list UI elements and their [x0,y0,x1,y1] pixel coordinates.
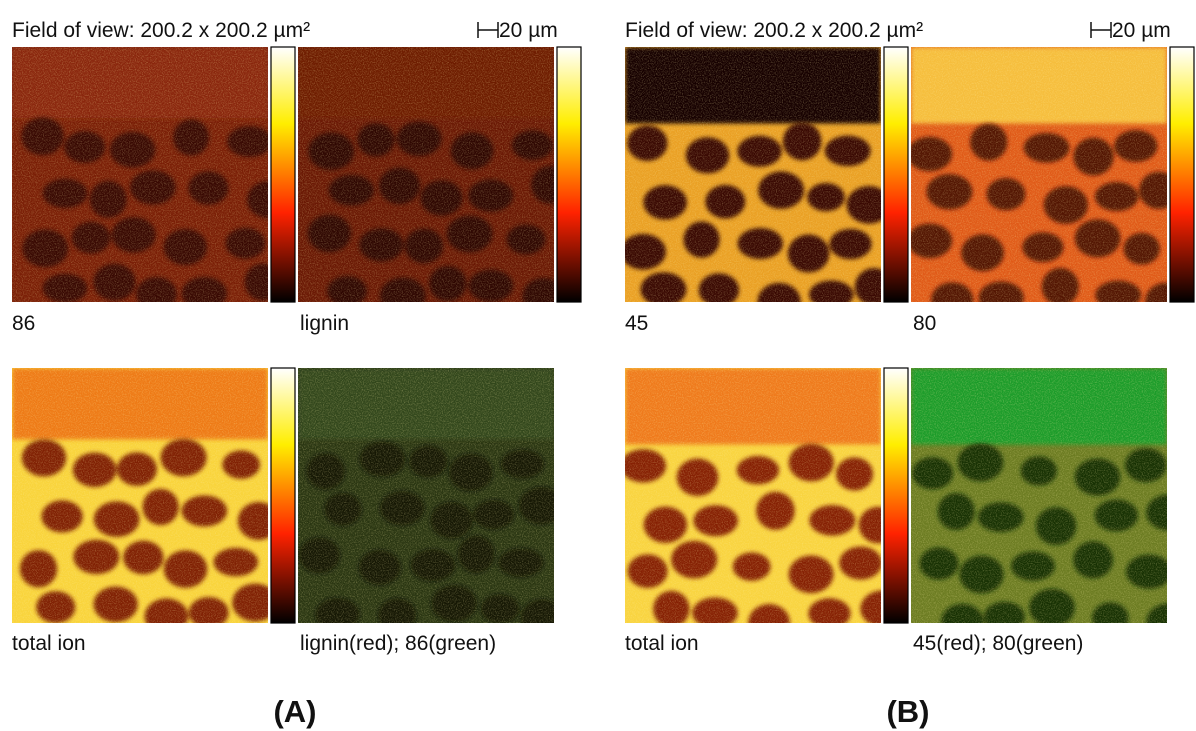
color-bar [884,368,908,623]
grain [12,47,268,302]
micrograph [620,47,893,320]
micrograph [12,47,290,311]
micrograph [298,368,565,637]
grain [911,47,1167,302]
color-bar [1170,47,1194,302]
grain [298,368,554,623]
micrograph [907,47,1186,320]
micrograph [12,368,279,635]
micrograph-content [620,47,893,320]
image-label: 80 [913,312,936,335]
image-label: 45(red); 80(green) [913,632,1083,655]
micrograph-content [621,368,906,642]
figure: Field of view: 200.2 x 200.2 µm² 20 µm 86 l… [0,0,1196,731]
page: Field of view: 200.2 x 200.2 µm² 20 µm 86 l… [0,0,1196,731]
image-label: lignin [300,312,349,335]
color-bar [557,47,581,302]
image-label: 45 [625,312,648,335]
field-of-view: Field of view: 200.2 x 200.2 µm² [625,19,923,42]
image-label: total ion [625,632,699,655]
micrograph-content [907,47,1186,320]
grain [12,368,268,623]
panel-caption: (B) [886,694,929,729]
scale-bar-label: 20 µm [499,19,558,42]
grain [625,368,881,623]
color-bar [884,47,908,302]
micrograph [298,47,568,316]
grain [911,368,1167,623]
micrograph-content [298,47,568,316]
image-label: lignin(red); 86(green) [300,632,496,655]
grain [298,47,554,302]
micrograph [621,368,906,642]
grain [625,47,881,302]
micrograph-content [12,368,279,635]
micrograph-content [298,368,565,637]
color-bar [271,368,295,623]
image-label: total ion [12,632,86,655]
micrograph [911,368,1192,641]
field-of-view: Field of view: 200.2 x 200.2 µm² [12,19,310,42]
micrograph-content [12,47,290,311]
micrograph-content [911,368,1192,641]
color-bar [271,47,295,302]
scale-bar-label: 20 µm [1112,19,1171,42]
panel-caption: (A) [273,694,316,729]
image-label: 86 [12,312,35,335]
